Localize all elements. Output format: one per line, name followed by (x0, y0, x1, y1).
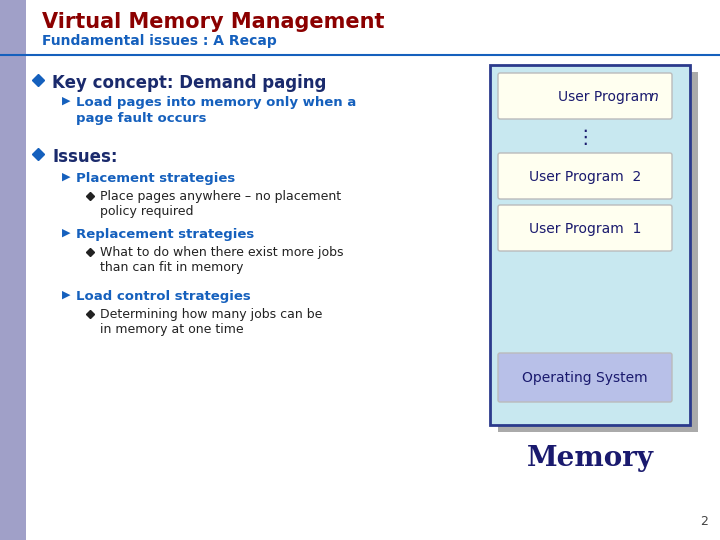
Text: ▶: ▶ (62, 290, 71, 300)
Text: Virtual Memory Management: Virtual Memory Management (42, 12, 384, 32)
Text: Determining how many jobs can be: Determining how many jobs can be (100, 308, 323, 321)
Text: ▶: ▶ (62, 96, 71, 106)
FancyBboxPatch shape (498, 153, 672, 199)
Text: Replacement strategies: Replacement strategies (76, 228, 254, 241)
Text: page fault occurs: page fault occurs (76, 112, 207, 125)
FancyBboxPatch shape (498, 205, 672, 251)
Text: policy required: policy required (100, 205, 194, 218)
Text: User Program  2: User Program 2 (529, 170, 641, 184)
Text: Placement strategies: Placement strategies (76, 172, 235, 185)
Text: Operating System: Operating System (522, 371, 648, 385)
Text: ⋮: ⋮ (575, 128, 595, 147)
Text: User Program: User Program (558, 90, 657, 104)
Text: ▶: ▶ (62, 172, 71, 182)
Text: Place pages anywhere – no placement: Place pages anywhere – no placement (100, 190, 341, 203)
Text: Load control strategies: Load control strategies (76, 290, 251, 303)
Bar (498, 72, 698, 432)
Text: Load pages into memory only when a: Load pages into memory only when a (76, 96, 356, 109)
Bar (0, 0, 26, 540)
FancyBboxPatch shape (498, 73, 672, 119)
Bar (490, 65, 690, 425)
Text: in memory at one time: in memory at one time (100, 323, 243, 336)
FancyBboxPatch shape (498, 353, 672, 402)
Text: Fundamental issues : A Recap: Fundamental issues : A Recap (42, 34, 276, 48)
Text: Memory: Memory (526, 445, 654, 472)
Text: ▶: ▶ (62, 228, 71, 238)
Text: 2: 2 (700, 515, 708, 528)
Text: than can fit in memory: than can fit in memory (100, 261, 243, 274)
Text: Key concept: Demand paging: Key concept: Demand paging (52, 74, 326, 92)
Text: User Program  1: User Program 1 (528, 222, 642, 236)
Text: n: n (650, 90, 659, 104)
Text: What to do when there exist more jobs: What to do when there exist more jobs (100, 246, 343, 259)
Text: Issues:: Issues: (52, 148, 117, 166)
